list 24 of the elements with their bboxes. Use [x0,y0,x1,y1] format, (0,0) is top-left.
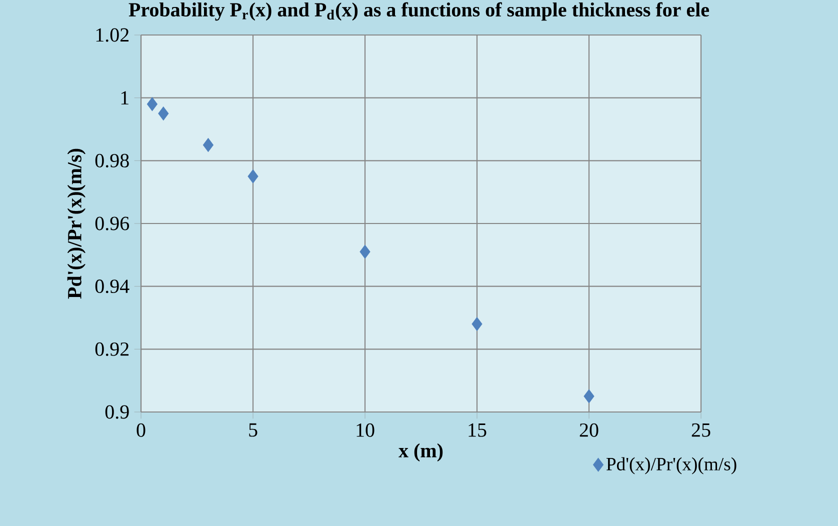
x-tick-label: 5 [249,423,258,437]
point [360,244,370,259]
y-tick-label: 0.94 [95,280,130,294]
point [202,138,214,152]
x-tick-label: 0 [136,423,146,437]
chart-title: Probability P$_{r}$(x) and P$_{d}$(x) as a functions of sample thickness for ele [128,2,710,21]
legend-label: Pd'(x)/Pr'(x)(m/s) [606,457,736,474]
point [584,389,594,404]
x-tick-label: 15 [468,423,486,437]
y-tick-label: 0.96 [95,216,130,230]
x-tick-label: 25 [692,423,710,437]
y-tick-label: 0.92 [95,342,129,356]
y-axis-title: Pd'(x)/Pr'(x)(m/s) [67,148,86,299]
y-tick-label: 0.98 [95,154,129,168]
point [158,106,169,120]
x-tick-label: 20 [580,423,598,437]
point [248,169,258,184]
y-tick-label: 0.9 [105,405,129,419]
y-tick-label: 1.02 [96,28,129,42]
y-tick-label: 1 [121,91,128,104]
point [472,317,482,331]
x-tick-label: 10 [356,423,374,437]
point [146,97,158,112]
x-axis-title: x (m) [398,443,443,462]
